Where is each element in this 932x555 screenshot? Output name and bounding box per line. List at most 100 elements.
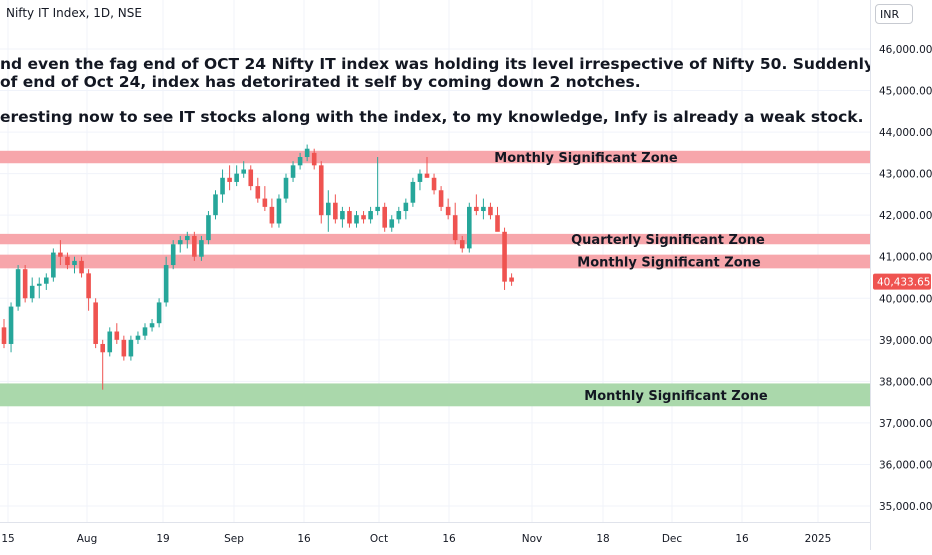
price-tick-label: 46,000.00 bbox=[879, 44, 932, 56]
last-price-label: 40,433.65 bbox=[877, 277, 930, 289]
candle-body bbox=[58, 252, 63, 257]
candle-body bbox=[199, 240, 204, 257]
time-axis[interactable]: 15 Aug 19 Sep 16 Oct 16 Nov 18 Dec 16 2025 bbox=[0, 522, 870, 551]
candle bbox=[417, 169, 423, 191]
candlestick-chart: Monthly Significant Zone Quarterly Signif… bbox=[0, 0, 870, 522]
candle bbox=[93, 298, 98, 349]
candle bbox=[163, 256, 169, 307]
candle-body bbox=[431, 177, 437, 191]
candle bbox=[488, 202, 493, 220]
candle-body bbox=[156, 302, 162, 324]
chart-area[interactable]: Monthly Significant Zone Quarterly Signif… bbox=[0, 0, 870, 522]
candle bbox=[495, 206, 500, 232]
candle-body bbox=[241, 169, 246, 174]
candle bbox=[431, 173, 437, 195]
candle-body bbox=[128, 339, 134, 357]
candle-body bbox=[65, 256, 70, 266]
candle bbox=[262, 186, 268, 212]
zone-layer bbox=[0, 150, 870, 407]
candle-body bbox=[452, 215, 458, 241]
candle bbox=[502, 227, 507, 290]
candle bbox=[65, 252, 70, 270]
candle bbox=[206, 211, 211, 245]
candle-body bbox=[72, 260, 77, 266]
candle bbox=[72, 256, 77, 274]
candle bbox=[474, 194, 479, 216]
candle-body bbox=[44, 277, 49, 284]
candle-body bbox=[100, 343, 105, 353]
zone-band bbox=[0, 254, 870, 269]
price-tick-label: 45,000.00 bbox=[879, 86, 932, 98]
candle-body bbox=[269, 206, 275, 224]
candle bbox=[396, 206, 402, 224]
time-tick-label: Oct bbox=[370, 533, 388, 545]
zone-band bbox=[0, 383, 870, 407]
candle-body bbox=[297, 157, 303, 166]
candle bbox=[445, 198, 451, 220]
price-tick-label: 36,000.00 bbox=[879, 459, 932, 471]
candle-body bbox=[177, 240, 183, 245]
last-price-marker: 40,433.65 bbox=[873, 273, 931, 290]
candle-body bbox=[361, 215, 366, 220]
candle bbox=[114, 323, 120, 344]
candle-body bbox=[410, 181, 416, 203]
candle-body bbox=[467, 206, 472, 249]
zone-label: Monthly Significant Zone bbox=[577, 256, 761, 271]
candle bbox=[1, 319, 7, 349]
candle bbox=[410, 177, 416, 207]
candle bbox=[128, 335, 134, 361]
candle-body bbox=[22, 269, 28, 299]
currency-selector[interactable]: INR bbox=[875, 4, 913, 24]
candle bbox=[86, 269, 91, 311]
candle-body bbox=[29, 285, 35, 299]
candle-body bbox=[304, 148, 310, 158]
candle-body bbox=[290, 165, 296, 178]
price-tick-label: 40,000.00 bbox=[879, 293, 932, 305]
candle-body bbox=[107, 331, 113, 353]
price-tick-label: 41,000.00 bbox=[879, 252, 932, 264]
candle bbox=[185, 231, 190, 249]
zone-label: Quarterly Significant Zone bbox=[571, 233, 765, 248]
candle bbox=[170, 240, 176, 270]
candle-body bbox=[86, 273, 91, 299]
candle-body bbox=[318, 165, 324, 216]
candle bbox=[79, 256, 84, 278]
candle bbox=[283, 173, 289, 203]
candle bbox=[255, 177, 261, 203]
candle bbox=[375, 157, 380, 216]
candle bbox=[142, 323, 148, 340]
candle-body bbox=[368, 211, 373, 220]
price-axis[interactable]: INR 46,000.00 45,000.00 44,000.00 43,000.00… bbox=[870, 0, 932, 550]
candle bbox=[467, 202, 472, 253]
candle bbox=[424, 157, 430, 178]
candle-body bbox=[445, 206, 451, 216]
candle-body bbox=[93, 302, 98, 344]
candle-body bbox=[311, 152, 317, 166]
candle-body bbox=[114, 331, 120, 340]
candle-body bbox=[255, 186, 261, 199]
candle-body bbox=[396, 211, 402, 220]
candle bbox=[326, 190, 331, 232]
candle bbox=[135, 331, 141, 344]
candle-body bbox=[481, 206, 486, 212]
candle-body bbox=[438, 190, 444, 207]
candle bbox=[368, 206, 373, 224]
candle bbox=[269, 198, 275, 228]
time-tick-label: Aug bbox=[77, 533, 98, 545]
candle bbox=[361, 211, 366, 224]
candle bbox=[29, 277, 35, 303]
candle-body bbox=[459, 240, 465, 249]
candle-body bbox=[220, 177, 225, 195]
candle-body bbox=[262, 198, 268, 207]
candle bbox=[403, 198, 409, 220]
candle bbox=[347, 206, 352, 228]
candle bbox=[311, 148, 317, 170]
candle-body bbox=[51, 252, 56, 278]
candle-body bbox=[206, 215, 211, 241]
candle-body bbox=[1, 327, 7, 344]
candle-body bbox=[403, 202, 409, 212]
candle-body bbox=[234, 173, 239, 182]
candle bbox=[199, 235, 204, 261]
candle bbox=[107, 327, 113, 357]
candle bbox=[452, 202, 458, 245]
